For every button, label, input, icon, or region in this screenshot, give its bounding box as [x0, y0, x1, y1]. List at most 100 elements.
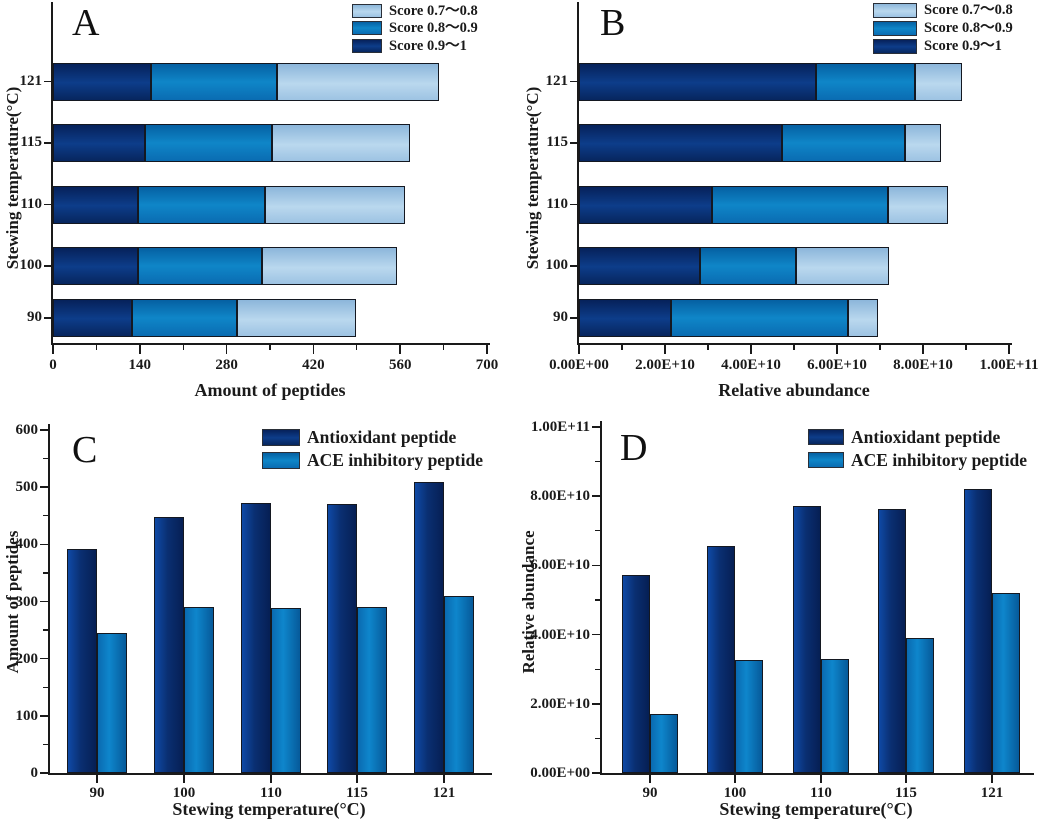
x-axis-tick: [225, 345, 228, 354]
y-axis-minor-tick: [43, 743, 48, 745]
bar-segment-dark: [579, 62, 816, 101]
legend-swatch-dark: [808, 429, 844, 445]
y-tick-label: 8.00E+10: [530, 488, 590, 505]
y-tick-label: 0: [30, 765, 39, 781]
x-axis-tick: [270, 775, 272, 783]
y-axis-tick: [592, 703, 600, 705]
y-axis-tick: [592, 495, 600, 497]
bar-dark: [67, 548, 97, 773]
y-tick-label: 1.00E+11: [531, 419, 590, 435]
y-tick-label: 600: [15, 422, 39, 438]
bar-mid: [650, 714, 678, 773]
x-axis-minor-tick: [793, 345, 795, 350]
x-axis-tick: [183, 775, 185, 783]
x-axis-tick: [734, 775, 736, 783]
x-axis-tick: [922, 345, 924, 354]
legend-swatch-light: [352, 4, 382, 18]
y-axis-minor-tick: [595, 599, 600, 601]
bar-segment-light: [796, 247, 890, 285]
bar-segment-mid: [712, 185, 888, 224]
x-tick-label: 8.00E+10: [893, 357, 953, 373]
y-tick-label: 100: [15, 707, 39, 724]
y-tick-label: 4.00E+10: [530, 626, 590, 643]
y-axis-tick: [592, 772, 600, 774]
x-axis-minor-tick: [621, 345, 623, 350]
y-axis-minor-tick: [43, 686, 48, 688]
y-tick-label: 300: [15, 593, 39, 610]
bar-segment-light: [848, 299, 879, 337]
x-axis-minor-tick: [182, 345, 184, 350]
x-tick-label: 0.00E+00: [549, 357, 609, 373]
y-axis-tick: [570, 317, 577, 319]
y-axis-minor-tick: [595, 737, 600, 739]
legend-label: Score 0.8～0.9: [389, 20, 478, 37]
x-tick-label: 280: [215, 357, 238, 373]
x-axis-minor-tick: [965, 345, 967, 350]
bar-dark: [878, 508, 906, 773]
x-axis-tick: [836, 345, 838, 354]
bar-segment-mid: [137, 247, 262, 285]
y-tick-label: 100: [545, 257, 569, 273]
x-axis-tick: [139, 345, 141, 354]
x-tick-label: 700: [475, 357, 499, 373]
bar-segment-dark: [53, 185, 138, 224]
y-axis-tick: [44, 317, 51, 319]
legend-label: ACE inhibitory peptide: [851, 450, 1027, 470]
bar-dark: [707, 545, 735, 773]
bar-segment-mid: [150, 62, 277, 101]
panel-d-y-axis-title: Relative abundance: [519, 530, 538, 674]
x-tick-label: 1.00E+11: [979, 357, 1039, 373]
bar-segment-light: [271, 124, 411, 162]
bar-dark: [327, 504, 357, 773]
y-tick-label: 121: [545, 72, 569, 89]
x-axis-tick: [905, 775, 907, 783]
legend-label: Antioxidant peptide: [851, 427, 1001, 447]
panel-d-x-axis-title: Stewing temperature(°C): [719, 799, 913, 819]
x-axis-tick: [991, 775, 993, 783]
x-axis-tick: [52, 345, 54, 354]
y-axis-minor-tick: [43, 515, 48, 517]
y-axis-tick: [592, 426, 600, 428]
legend-swatch-dark: [262, 429, 300, 446]
panel-a: A Stewing temperature(°C) Amount of pept…: [0, 0, 520, 416]
y-axis: [577, 2, 579, 345]
panel-letter-a: A: [72, 2, 100, 44]
bar-dark: [241, 502, 271, 773]
bar-mid: [735, 659, 763, 773]
bar-segment-light: [276, 62, 440, 101]
bar-dark: [622, 575, 650, 773]
legend-label: Score 0.8～0.9: [924, 20, 1013, 36]
bar-segment-mid: [144, 124, 272, 162]
bar-mid: [97, 632, 127, 773]
y-tick-label: 100: [19, 257, 43, 273]
x-tick-label: 90: [642, 785, 658, 801]
bar-segment-dark: [579, 124, 782, 162]
y-tick-label: 2.00E+10: [530, 695, 590, 712]
bar-segment-mid: [699, 247, 797, 285]
legend-swatch-mid: [873, 21, 917, 36]
y-tick-label: 90: [553, 309, 568, 325]
x-axis-tick: [1008, 345, 1010, 354]
x-tick-label: 560: [388, 357, 412, 373]
x-axis-tick: [399, 345, 401, 354]
bar-dark: [414, 482, 444, 773]
x-axis-minor-tick: [443, 345, 445, 350]
panel-letter-d: D: [620, 427, 648, 469]
x-axis-tick: [820, 775, 822, 783]
bar-segment-light: [904, 124, 941, 162]
bar-segment-light: [914, 62, 963, 101]
y-axis: [51, 2, 53, 345]
y-tick-label: 200: [15, 650, 39, 667]
y-axis-tick: [570, 203, 577, 206]
bar-segment-light: [236, 299, 357, 337]
bar-segment-dark: [53, 62, 151, 101]
x-tick-label: 100: [723, 785, 747, 801]
bar-dark: [154, 517, 184, 773]
x-axis-tick: [443, 775, 445, 783]
legend-label: Score 0.7～0.8: [924, 2, 1013, 18]
legend-label: Score 0.9～1: [389, 37, 467, 54]
x-axis-minor-tick: [879, 345, 881, 350]
legend-swatch-mid: [352, 21, 382, 36]
x-axis-tick: [312, 345, 315, 354]
bar-segment-mid: [670, 299, 849, 337]
